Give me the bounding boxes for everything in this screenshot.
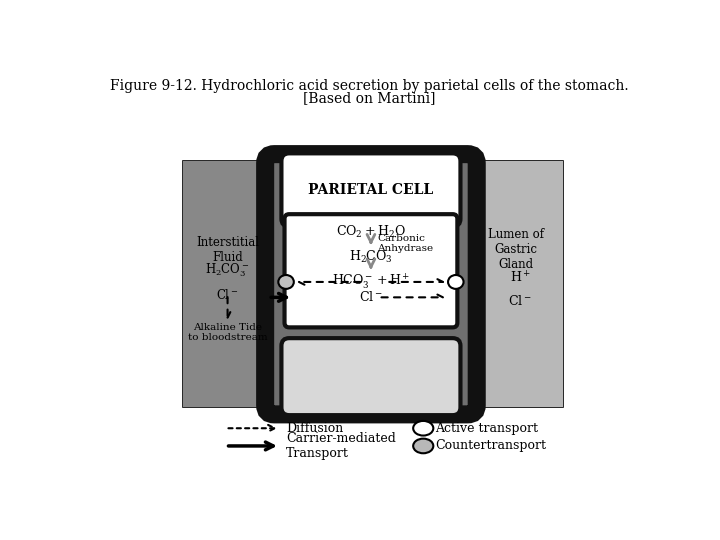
FancyBboxPatch shape [282, 153, 461, 226]
Text: $\mathregular{H_2CO_3^-}$: $\mathregular{H_2CO_3^-}$ [205, 261, 250, 279]
Text: $\mathregular{H_2CO_3}$: $\mathregular{H_2CO_3}$ [349, 248, 393, 265]
Bar [183, 161, 563, 408]
Text: PARIETAL CELL: PARIETAL CELL [308, 183, 433, 197]
Text: Active transport: Active transport [435, 422, 538, 435]
Text: $\mathregular{HCO_3^- + H^+}$: $\mathregular{HCO_3^- + H^+}$ [332, 273, 410, 292]
Bar [272, 161, 469, 408]
Ellipse shape [448, 275, 464, 289]
Ellipse shape [413, 421, 433, 436]
Text: $\mathregular{Cl^-}$: $\mathregular{Cl^-}$ [359, 291, 383, 305]
Text: Carrier-mediated
Transport: Carrier-mediated Transport [286, 432, 396, 460]
Ellipse shape [413, 438, 433, 453]
Ellipse shape [279, 275, 294, 289]
FancyBboxPatch shape [265, 154, 477, 414]
Text: $\mathregular{Cl^-}$: $\mathregular{Cl^-}$ [508, 294, 532, 308]
Bar [183, 161, 272, 408]
Text: Alkaline Tide
to bloodstream: Alkaline Tide to bloodstream [188, 323, 267, 342]
Text: $\mathregular{CO_2 + H_2O}$: $\mathregular{CO_2 + H_2O}$ [336, 224, 406, 240]
FancyBboxPatch shape [284, 214, 457, 327]
Text: Lumen of
Gastric
Gland: Lumen of Gastric Gland [488, 228, 544, 271]
Text: Figure 9-12. Hydrochloric acid secretion by parietal cells of the stomach.: Figure 9-12. Hydrochloric acid secretion… [109, 79, 629, 92]
Bar [469, 161, 563, 408]
Text: Countertransport: Countertransport [435, 440, 546, 453]
Text: [Based on Martini]: [Based on Martini] [302, 91, 436, 105]
Text: $\mathregular{Cl^-}$: $\mathregular{Cl^-}$ [216, 288, 239, 302]
FancyBboxPatch shape [282, 338, 461, 415]
Text: $\mathregular{H^+}$: $\mathregular{H^+}$ [510, 271, 531, 286]
Text: Diffusion: Diffusion [286, 422, 343, 435]
Text: Interstitial
Fluid: Interstitial Fluid [196, 235, 259, 264]
Text: Carbonic
Anhydrase: Carbonic Anhydrase [377, 234, 433, 253]
